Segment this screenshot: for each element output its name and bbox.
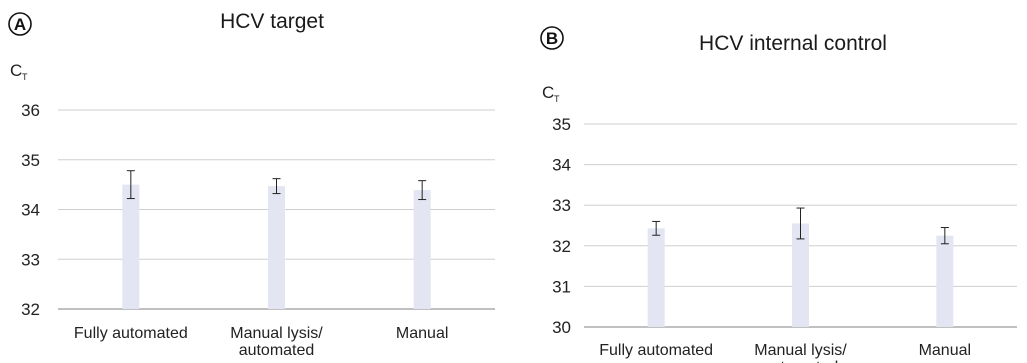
panel-a-category-label: Manual lysis/ — [230, 325, 323, 342]
panel-b-y-tick-label: 32 — [552, 237, 571, 256]
panel-b-category-label: Manual — [919, 342, 971, 359]
panel-b-y-tick-label: 34 — [552, 156, 571, 175]
panel-a-y-tick-label: 36 — [21, 101, 40, 120]
panel-a-y-tick-label: 32 — [21, 300, 40, 319]
panel-a-y-tick-label: 34 — [21, 201, 40, 220]
panel-b-bar — [647, 228, 665, 327]
panel-a-category-label: automated — [239, 342, 315, 359]
panel-a-letter: A — [14, 15, 26, 34]
panel-b-y-tick-label: 33 — [552, 196, 571, 215]
panel-b-ylabel-sub: T — [554, 94, 560, 104]
panel-b-bar — [792, 223, 809, 327]
panel-b-y-tick-label: 35 — [552, 115, 571, 134]
panel-a-y-tick-label: 33 — [21, 250, 40, 269]
panel-b-y-tick-label: 30 — [552, 318, 571, 337]
panel-a-y-tick-label: 35 — [21, 151, 40, 170]
panel-b-y-tick-label: 31 — [552, 277, 571, 296]
panel-a-category-label: Manual — [396, 325, 448, 342]
panel-a-ylabel: C — [10, 61, 22, 80]
panel-a-bar — [268, 186, 285, 309]
panel-a-bar — [122, 184, 140, 309]
panel-a-category-label: Fully automated — [74, 325, 188, 342]
panel-b-bar — [936, 235, 954, 327]
panel-a-title: HCV target — [220, 10, 324, 33]
panel-b-ylabel: C — [542, 83, 554, 102]
panel-b-letter: B — [546, 29, 558, 48]
panel-b-letter-circle — [540, 26, 564, 50]
panel-b-category-label: Fully automated — [599, 342, 713, 359]
panel-a-ylabel-sub: T — [22, 72, 28, 82]
panel-a-bar — [413, 190, 431, 309]
panel-b-category-label: automated — [763, 359, 839, 363]
panel-b-category-label: Manual lysis/ — [754, 342, 847, 359]
panel-a-letter-circle — [8, 12, 32, 36]
panel-b-title: HCV internal control — [699, 32, 887, 55]
